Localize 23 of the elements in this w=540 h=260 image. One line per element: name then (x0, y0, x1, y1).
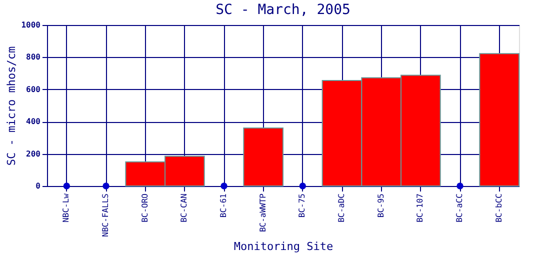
bar (479, 53, 520, 186)
x-tick-label: BC-95 (376, 193, 386, 218)
x-tick-label: BC-61 (219, 193, 228, 218)
chart-title: SC - March, 2005 (216, 2, 350, 18)
x-tick-label: BC-CAN (180, 193, 189, 222)
y-tick-label: 400 (26, 117, 41, 126)
x-tick-label: BC-aCC (455, 193, 464, 222)
x-tick-label: NBC-Lw (62, 193, 71, 222)
y-axis-title: SC - micro mhos/cm (5, 46, 18, 166)
y-tick-label: 1000 (21, 20, 41, 30)
x-axis-title: Monitoring Site (234, 240, 334, 253)
x-tick-label: NBC-FALLS (101, 193, 110, 237)
y-tick-label: 800 (26, 52, 41, 62)
x-tick-label: BC-107 (416, 193, 425, 222)
y-tick-label: 600 (26, 84, 41, 94)
y-tick-label: 200 (26, 149, 41, 158)
x-tick-label: BC-75 (298, 193, 307, 218)
x-tick-label: BC-ORO (140, 193, 150, 222)
bar (243, 128, 284, 186)
x-tick-label: BC-aWWTP (258, 193, 268, 232)
y-tick-label: 0 (36, 182, 41, 190)
x-tick-label: BC-bCC (494, 193, 504, 222)
x-tick-label: BC-aDC (337, 193, 346, 222)
